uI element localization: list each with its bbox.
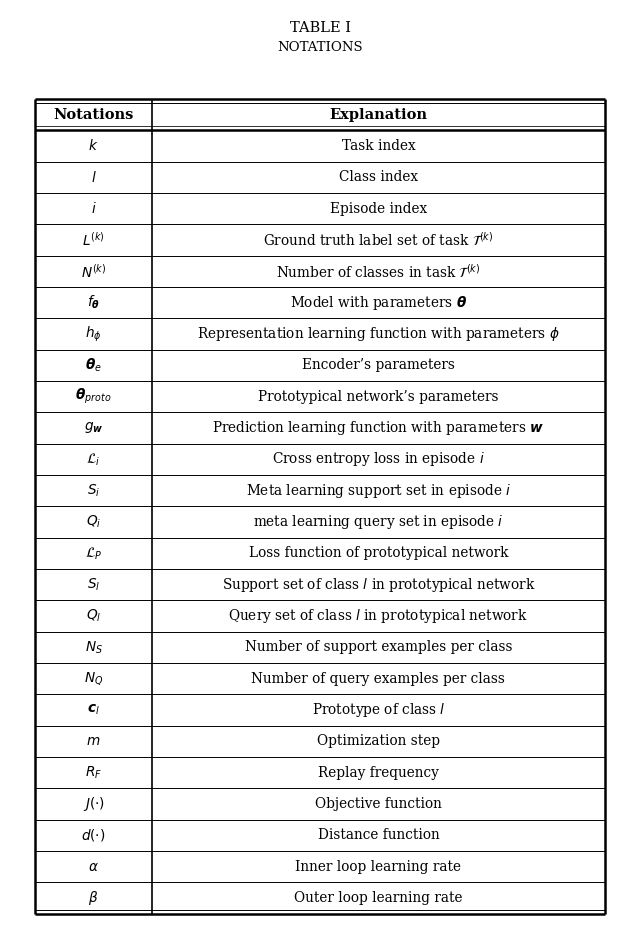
Text: Number of classes in task $\mathcal{T}^{(k)}$: Number of classes in task $\mathcal{T}^{…	[276, 262, 481, 280]
Text: $i$: $i$	[91, 201, 97, 216]
Text: $J(\cdot)$: $J(\cdot)$	[83, 795, 104, 813]
Text: Encoder’s parameters: Encoder’s parameters	[302, 358, 455, 372]
Text: Cross entropy loss in episode $i$: Cross entropy loss in episode $i$	[272, 450, 484, 468]
Text: Representation learning function with parameters $\phi$: Representation learning function with pa…	[197, 325, 559, 343]
Text: NOTATIONS: NOTATIONS	[277, 41, 363, 54]
Text: TABLE I: TABLE I	[289, 22, 351, 35]
Text: $Q_i$: $Q_i$	[86, 513, 101, 530]
Text: $N_Q$: $N_Q$	[84, 670, 103, 688]
Text: Number of support examples per class: Number of support examples per class	[244, 641, 512, 655]
Text: Support set of class $l$ in prototypical network: Support set of class $l$ in prototypical…	[221, 576, 535, 593]
Text: $f_{\boldsymbol{\theta}}$: $f_{\boldsymbol{\theta}}$	[87, 294, 100, 311]
Text: $\boldsymbol{\theta}_{proto}$: $\boldsymbol{\theta}_{proto}$	[76, 387, 112, 406]
Text: Objective function: Objective function	[315, 797, 442, 811]
Text: Notations: Notations	[53, 107, 134, 122]
Text: Number of query examples per class: Number of query examples per class	[252, 672, 506, 686]
Text: $S_l$: $S_l$	[87, 577, 100, 593]
Text: Prototype of class $l$: Prototype of class $l$	[312, 701, 445, 719]
Text: $k$: $k$	[88, 138, 99, 154]
Text: $L^{(k)}$: $L^{(k)}$	[83, 231, 105, 249]
Text: Class index: Class index	[339, 171, 418, 185]
Text: $d(\cdot)$: $d(\cdot)$	[81, 827, 106, 843]
Text: $m$: $m$	[86, 735, 100, 748]
Text: $\boldsymbol{\theta}_e$: $\boldsymbol{\theta}_e$	[85, 357, 102, 374]
Text: Outer loop learning rate: Outer loop learning rate	[294, 891, 463, 905]
Text: Loss function of prototypical network: Loss function of prototypical network	[248, 546, 508, 560]
Text: Task index: Task index	[342, 138, 415, 153]
Text: Distance function: Distance function	[317, 828, 439, 842]
Text: meta learning query set in episode $i$: meta learning query set in episode $i$	[253, 513, 504, 531]
Text: Query set of class $l$ in prototypical network: Query set of class $l$ in prototypical n…	[228, 607, 529, 625]
Text: Ground truth label set of task $\mathcal{T}^{(k)}$: Ground truth label set of task $\mathcal…	[263, 231, 493, 249]
Text: Optimization step: Optimization step	[317, 735, 440, 748]
Text: Prototypical network’s parameters: Prototypical network’s parameters	[258, 390, 499, 403]
Text: $h_{\phi}$: $h_{\phi}$	[85, 324, 102, 344]
Text: $g_{\boldsymbol{w}}$: $g_{\boldsymbol{w}}$	[84, 420, 103, 435]
Text: $Q_l$: $Q_l$	[86, 608, 101, 625]
Text: Prediction learning function with parameters $\boldsymbol{w}$: Prediction learning function with parame…	[212, 419, 545, 437]
Text: $N^{(k)}$: $N^{(k)}$	[81, 262, 106, 280]
Text: $N_S$: $N_S$	[84, 640, 102, 656]
Text: Model with parameters $\boldsymbol{\theta}$: Model with parameters $\boldsymbol{\thet…	[290, 294, 467, 312]
Text: Replay frequency: Replay frequency	[318, 766, 439, 780]
Text: Meta learning support set in episode $i$: Meta learning support set in episode $i$	[246, 481, 511, 499]
Text: $S_i$: $S_i$	[87, 482, 100, 499]
Text: $\mathcal{L}_i$: $\mathcal{L}_i$	[86, 451, 100, 467]
Text: Explanation: Explanation	[330, 107, 428, 122]
Text: $\alpha$: $\alpha$	[88, 860, 99, 874]
Text: $\beta$: $\beta$	[88, 889, 99, 907]
Text: Inner loop learning rate: Inner loop learning rate	[296, 860, 461, 874]
Text: $\boldsymbol{c}_l$: $\boldsymbol{c}_l$	[87, 703, 100, 717]
Text: $l$: $l$	[91, 170, 97, 185]
Text: $R_F$: $R_F$	[85, 765, 102, 781]
Text: Episode index: Episode index	[330, 202, 427, 216]
Text: $\mathcal{L}_P$: $\mathcal{L}_P$	[85, 545, 102, 561]
